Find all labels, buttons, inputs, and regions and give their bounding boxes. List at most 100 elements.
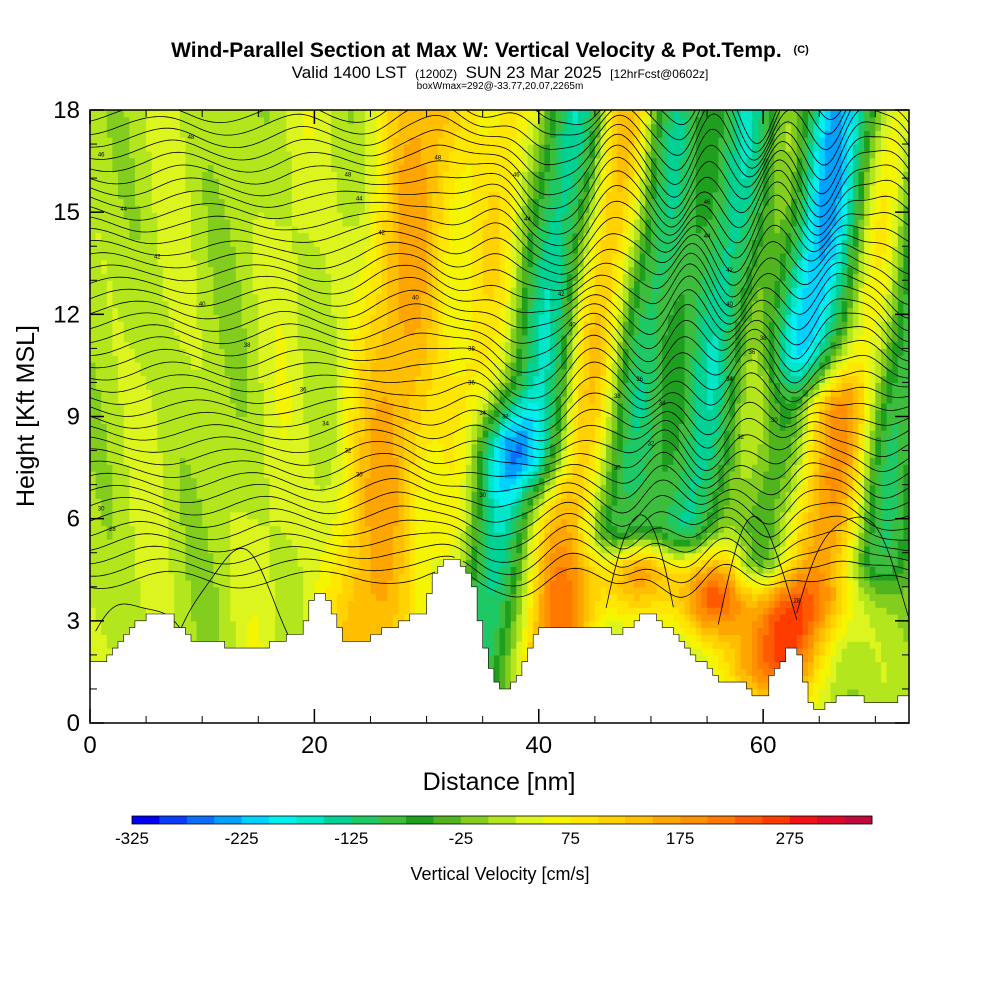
- vertical-velocity-cell: [684, 232, 719, 240]
- vertical-velocity-cell: [858, 688, 909, 697]
- vertical-velocity-cell: [881, 661, 888, 670]
- vertical-velocity-cell: [774, 525, 781, 533]
- vertical-velocity-cell: [370, 573, 394, 581]
- vertical-velocity-cell: [679, 443, 686, 452]
- vertical-velocity-cell: [729, 600, 742, 608]
- vertical-velocity-cell: [353, 402, 360, 411]
- vertical-velocity-cell: [224, 362, 248, 370]
- vertical-velocity-cell: [830, 341, 837, 349]
- vertical-velocity-cell: [348, 484, 355, 492]
- vertical-velocity-cell: [348, 355, 355, 363]
- vertical-velocity-cell: [202, 328, 220, 336]
- vertical-velocity-cell: [465, 477, 472, 486]
- vertical-velocity-cell: [297, 321, 338, 329]
- vertical-velocity-cell: [796, 552, 803, 561]
- vertical-velocity-cell: [847, 505, 854, 513]
- vertical-velocity-cell: [639, 273, 646, 281]
- vertical-velocity-cell: [247, 627, 259, 635]
- vertical-velocity-cell: [813, 688, 820, 697]
- vertical-velocity-cell: [780, 593, 792, 601]
- vertical-velocity-cell: [813, 328, 820, 336]
- vertical-velocity-cell: [538, 423, 545, 431]
- vertical-velocity-cell: [589, 375, 596, 383]
- vertical-velocity-cell: [852, 457, 860, 465]
- vertical-velocity-cell: [482, 273, 501, 281]
- vertical-velocity-cell: [802, 477, 809, 486]
- vertical-velocity-cell: [263, 409, 276, 418]
- vertical-velocity-cell: [566, 457, 573, 465]
- vertical-velocity-cell: [252, 287, 299, 295]
- vertical-velocity-cell: [527, 246, 534, 254]
- vertical-velocity-cell: [684, 300, 697, 309]
- vertical-velocity-cell: [101, 259, 108, 268]
- vertical-velocity-cell: [505, 518, 512, 527]
- vertical-velocity-cell: [695, 348, 702, 356]
- vertical-velocity-cell: [751, 668, 764, 676]
- vertical-velocity-cell: [600, 239, 618, 247]
- vertical-velocity-cell: [600, 450, 607, 458]
- vertical-velocity-cell: [791, 273, 798, 281]
- vertical-velocity-cell: [426, 334, 439, 343]
- vertical-velocity-cell: [594, 498, 602, 506]
- vertical-velocity-cell: [830, 402, 837, 411]
- vertical-velocity-cell: [538, 450, 545, 458]
- vertical-velocity-cell: [538, 552, 545, 561]
- vertical-velocity-cell: [583, 307, 590, 315]
- vertical-velocity-cell: [852, 552, 860, 561]
- vertical-velocity-cell: [538, 484, 545, 492]
- vertical-velocity-cell: [768, 409, 781, 418]
- vertical-velocity-cell: [617, 450, 624, 458]
- vertical-velocity-cell: [437, 321, 444, 329]
- vertical-velocity-cell: [897, 511, 904, 520]
- vertical-velocity-cell: [364, 300, 377, 309]
- vertical-velocity-cell: [869, 436, 876, 445]
- vertical-velocity-cell: [869, 375, 876, 383]
- vertical-velocity-cell: [516, 457, 529, 465]
- vertical-velocity-cell: [247, 341, 259, 349]
- vertical-velocity-cell: [712, 287, 731, 295]
- vertical-velocity-cell: [740, 430, 764, 438]
- vertical-velocity-cell: [780, 573, 787, 581]
- vertical-velocity-cell: [723, 593, 731, 601]
- vertical-velocity-cell: [471, 266, 484, 275]
- vertical-velocity-cell: [735, 355, 742, 363]
- vertical-velocity-cell: [836, 525, 843, 533]
- vertical-velocity-cell: [505, 266, 512, 275]
- vertical-velocity-cell: [617, 552, 630, 561]
- vertical-velocity-cell: [695, 498, 708, 506]
- vertical-velocity-cell: [628, 314, 635, 322]
- vertical-velocity-cell: [336, 382, 343, 390]
- vertical-velocity-cell: [707, 654, 719, 663]
- vertical-velocity-cell: [763, 436, 770, 445]
- vertical-velocity-cell: [325, 266, 360, 275]
- vertical-velocity-cell: [95, 614, 147, 622]
- vertical-velocity-cell: [213, 573, 231, 581]
- vertical-velocity-cell: [656, 375, 663, 383]
- vertical-velocity-cell: [886, 307, 893, 315]
- vertical-velocity-cell: [443, 450, 456, 458]
- vertical-velocity-cell: [729, 280, 736, 288]
- vertical-velocity-cell: [611, 484, 618, 492]
- vertical-velocity-cell: [808, 382, 815, 390]
- vertical-velocity-cell: [858, 552, 865, 561]
- vertical-velocity-cell: [112, 287, 164, 295]
- vertical-velocity-cell: [191, 225, 209, 234]
- vertical-velocity-cell: [578, 450, 590, 458]
- vertical-velocity-cell: [510, 368, 517, 377]
- vertical-velocity-cell: [505, 314, 512, 322]
- vertical-velocity-cell: [679, 477, 691, 486]
- vertical-velocity-cell: [791, 321, 798, 329]
- vertical-velocity-cell: [566, 416, 573, 424]
- vertical-velocity-cell: [819, 328, 826, 336]
- vertical-velocity-cell: [695, 620, 702, 629]
- vertical-velocity-cell: [505, 620, 512, 629]
- vertical-velocity-cell: [611, 321, 618, 329]
- vertical-velocity-cell: [847, 239, 854, 247]
- vertical-velocity-cell: [527, 457, 534, 465]
- vertical-velocity-cell: [90, 552, 136, 561]
- vertical-velocity-cell: [729, 641, 742, 649]
- vertical-velocity-cell: [746, 348, 753, 356]
- vertical-velocity-cell: [701, 287, 714, 295]
- vertical-velocity-cell: [667, 566, 691, 574]
- vertical-velocity-cell: [875, 464, 882, 472]
